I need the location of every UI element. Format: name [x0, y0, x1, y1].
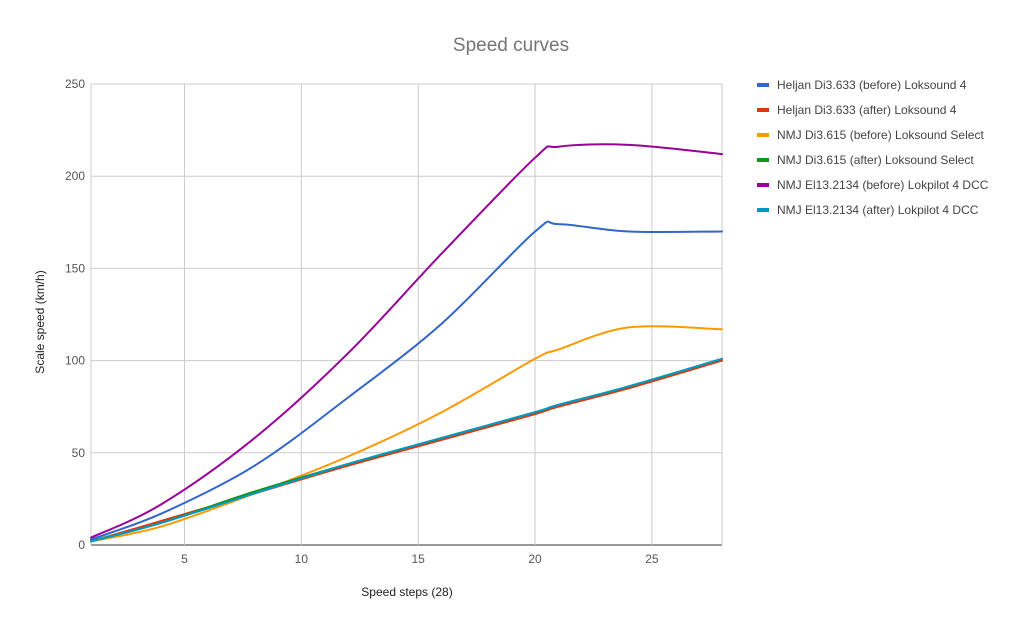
y-tick-label: 0	[78, 538, 85, 552]
legend: Heljan Di3.633 (before) Loksound 4 Heljan…	[757, 78, 989, 217]
legend-label-6: NMJ El13.2134 (after) Lokpilot 4 DCC	[777, 203, 979, 217]
x-tick-label: 10	[295, 552, 309, 566]
x-tick-label: 20	[528, 552, 542, 566]
series-line-1	[90, 220, 723, 541]
y-tick-label: 100	[65, 354, 85, 368]
tick-labels: 0 50 100 150 200 250 5 10 15 20 25	[65, 77, 659, 566]
series-line-3	[90, 325, 723, 543]
legend-label-3: NMJ Di3.615 (before) Loksound Select	[777, 128, 984, 142]
series-lines	[90, 143, 723, 543]
chart-title: Speed curves	[453, 35, 569, 56]
y-tick-label: 50	[72, 446, 86, 460]
y-tick-label: 200	[65, 169, 85, 183]
series-line-5	[90, 143, 723, 539]
x-tick-label: 15	[412, 552, 426, 566]
legend-label-5: NMJ El13.2134 (before) Lokpilot 4 DCC	[777, 178, 989, 192]
x-tick-label: 5	[181, 552, 188, 566]
legend-label-1: Heljan Di3.633 (before) Loksound 4	[777, 78, 967, 92]
legend-label-2: Heljan Di3.633 (after) Loksound 4	[777, 103, 957, 117]
grid	[90, 83, 723, 546]
legend-label-4: NMJ Di3.615 (after) Loksound Select	[777, 153, 974, 167]
x-tick-label: 25	[645, 552, 659, 566]
y-axis-label: Scale speed (km/h)	[33, 270, 47, 373]
series-line-6	[90, 357, 723, 543]
x-axis-label: Speed steps (28)	[361, 585, 452, 599]
y-tick-label: 150	[65, 261, 85, 275]
y-tick-label: 250	[65, 77, 85, 91]
